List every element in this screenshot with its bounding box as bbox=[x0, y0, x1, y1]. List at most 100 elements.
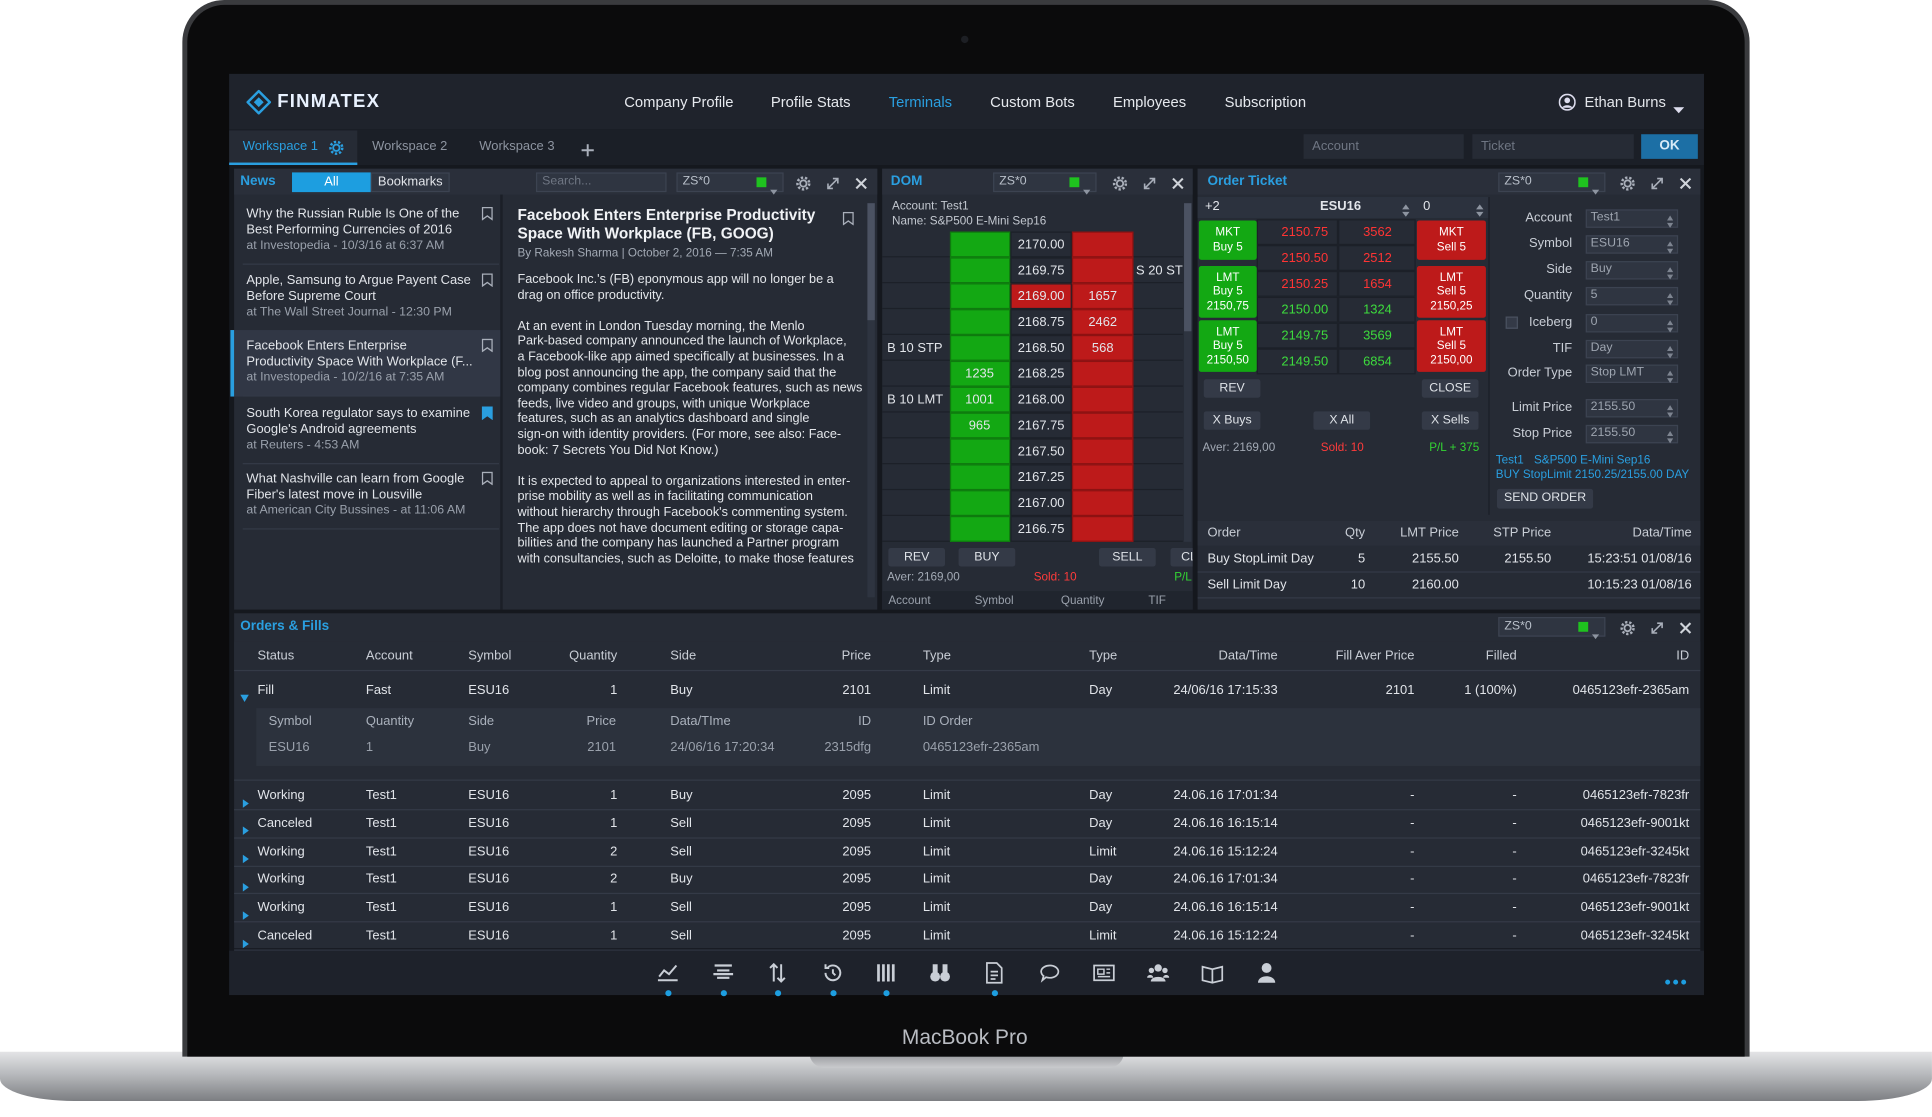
filter-all[interactable] bbox=[292, 172, 371, 193]
toolbar-icon[interactable] bbox=[1147, 962, 1170, 984]
filter-bookmarks[interactable] bbox=[370, 172, 450, 193]
ticket-button-label[interactable]: CLOSE bbox=[1429, 381, 1472, 395]
trade-button-label[interactable]: LMT bbox=[1439, 324, 1464, 339]
field-input[interactable] bbox=[1585, 208, 1679, 228]
ticket-button[interactable] bbox=[1203, 411, 1261, 430]
trade-button-label[interactable]: Sell 5 bbox=[1436, 339, 1467, 353]
ticket-button-label[interactable]: X Buys bbox=[1212, 413, 1252, 427]
trade-button[interactable] bbox=[1198, 266, 1257, 318]
trade-button-label[interactable]: Buy 5 bbox=[1212, 339, 1243, 353]
trade-button-label[interactable]: LMT bbox=[1439, 270, 1464, 285]
toolbar-icon[interactable] bbox=[875, 962, 897, 984]
toolbar-icon[interactable] bbox=[1256, 962, 1278, 984]
trade-button-label[interactable]: Buy 5 bbox=[1212, 240, 1243, 254]
dom-button-label[interactable]: REV bbox=[904, 549, 930, 564]
news-headline[interactable]: Best Performing Currencies of 2016 bbox=[246, 221, 453, 237]
trade-button[interactable] bbox=[1416, 320, 1486, 372]
toolbar-icon[interactable] bbox=[983, 962, 1005, 984]
trade-button[interactable] bbox=[1198, 220, 1257, 260]
nav-link[interactable]: Custom Bots bbox=[990, 93, 1075, 111]
trade-button[interactable] bbox=[1198, 320, 1257, 372]
toolbar-icon[interactable] bbox=[822, 962, 844, 984]
trade-button-label[interactable]: 2150,00 bbox=[1430, 353, 1473, 367]
news-headline[interactable]: What Nashville can learn from Google bbox=[246, 471, 465, 487]
trade-button-label[interactable]: LMT bbox=[1216, 270, 1240, 285]
trade-button[interactable] bbox=[1416, 266, 1486, 318]
toolbar-icon[interactable] bbox=[1039, 962, 1061, 984]
nav-link[interactable]: Employees bbox=[1112, 93, 1187, 111]
toolbar-icon[interactable] bbox=[712, 962, 734, 984]
more-menu[interactable] bbox=[1665, 969, 1687, 985]
news-headline[interactable]: Before Supreme Court bbox=[246, 288, 376, 304]
nav-link[interactable]: Subscription bbox=[1224, 93, 1307, 111]
workspace-tab[interactable]: Workspace 1 bbox=[242, 138, 318, 154]
news-headline[interactable]: Google's Android agreements bbox=[246, 421, 417, 437]
dom-button-label[interactable]: SELL bbox=[1112, 549, 1143, 564]
nav-link[interactable]: Terminals bbox=[888, 93, 953, 111]
workspace-tab[interactable]: Workspace 3 bbox=[479, 138, 555, 154]
ok-button[interactable] bbox=[1641, 134, 1698, 159]
trade-button-label[interactable]: 2150,50 bbox=[1206, 353, 1249, 367]
dom-button-label[interactable]: CL bbox=[1181, 549, 1193, 564]
news-headline[interactable]: South Korea regulator says to examine bbox=[246, 406, 471, 421]
dom-button[interactable] bbox=[1170, 548, 1193, 567]
ticket-button[interactable] bbox=[1203, 379, 1261, 398]
field-value: Test1 bbox=[1590, 210, 1621, 225]
article-line: book: 7 Secrets You Did Not Know.) bbox=[517, 443, 719, 458]
dom-button-label[interactable]: BUY bbox=[974, 549, 1000, 564]
field-input[interactable] bbox=[1585, 234, 1679, 254]
dom-button[interactable] bbox=[1099, 548, 1156, 567]
toolbar-icon[interactable] bbox=[929, 962, 951, 984]
news-headline[interactable]: Facebook Enters Enterprise bbox=[246, 338, 407, 354]
trade-button-label[interactable]: 2150,75 bbox=[1206, 299, 1249, 313]
trade-button-label[interactable]: Buy 5 bbox=[1212, 284, 1243, 299]
trade-button-label[interactable]: LMT bbox=[1216, 324, 1240, 339]
send-order-button-label[interactable]: SEND ORDER bbox=[1503, 491, 1587, 505]
ok-label[interactable]: OK bbox=[1659, 138, 1680, 154]
toolbar-icon[interactable] bbox=[766, 962, 788, 984]
toolbar-icon[interactable] bbox=[1201, 962, 1224, 984]
trade-button[interactable] bbox=[1416, 220, 1486, 260]
user-name[interactable]: Ethan Burns bbox=[1584, 93, 1666, 111]
trade-button-label[interactable]: Sell 5 bbox=[1436, 240, 1467, 254]
search-input[interactable] bbox=[535, 172, 667, 193]
news-headline[interactable]: Why the Russian Ruble Is One of the bbox=[246, 206, 460, 222]
trade-button-label[interactable]: MKT bbox=[1215, 226, 1241, 240]
active-tab[interactable] bbox=[229, 130, 358, 166]
ticket-button-label[interactable]: X All bbox=[1329, 413, 1355, 427]
dom-button[interactable] bbox=[958, 548, 1016, 567]
ticket-button-label[interactable]: X Sells bbox=[1431, 413, 1470, 427]
toolbar-icon[interactable] bbox=[657, 962, 679, 984]
ticket-button[interactable] bbox=[1421, 379, 1479, 398]
field-input[interactable] bbox=[1585, 313, 1679, 332]
ticket-input[interactable] bbox=[1472, 134, 1634, 159]
table-cell: 1 bbox=[365, 739, 374, 755]
news-headline[interactable]: Fiber's latest move in Lousville bbox=[246, 486, 423, 502]
trade-button-label[interactable]: MKT bbox=[1439, 226, 1464, 240]
field-input[interactable] bbox=[1585, 398, 1679, 417]
ticket-button-label[interactable]: REV bbox=[1219, 381, 1245, 395]
filter-label[interactable]: All bbox=[324, 174, 339, 190]
expand-arrow bbox=[240, 686, 249, 702]
account-input[interactable] bbox=[1303, 134, 1464, 159]
ticket-button[interactable] bbox=[1313, 411, 1371, 430]
field-input[interactable] bbox=[1585, 363, 1679, 383]
field-input[interactable] bbox=[1585, 424, 1679, 443]
field-input[interactable] bbox=[1585, 286, 1679, 305]
nav-link[interactable]: Company Profile bbox=[624, 93, 734, 111]
news-headline[interactable]: Apple, Samsung to Argue Payent Case bbox=[246, 273, 471, 288]
filter-label[interactable]: Bookmarks bbox=[377, 174, 443, 190]
trade-button-label[interactable]: 2150,25 bbox=[1430, 299, 1473, 313]
ticket-button[interactable] bbox=[1421, 411, 1479, 430]
field-input[interactable] bbox=[1585, 260, 1679, 279]
workspace-tab[interactable]: Workspace 2 bbox=[372, 138, 448, 154]
dom-button[interactable] bbox=[888, 548, 946, 567]
news-headline[interactable]: Productivity Space With Workplace (F... bbox=[246, 353, 473, 369]
table-cell: ESU16 bbox=[268, 739, 310, 755]
nav-link[interactable]: Profile Stats bbox=[770, 93, 851, 111]
send-order-button[interactable] bbox=[1497, 488, 1594, 509]
trade-button-label[interactable]: Sell 5 bbox=[1436, 284, 1467, 299]
toolbar-icon[interactable] bbox=[1093, 962, 1115, 984]
iceberg-checkbox[interactable] bbox=[1505, 316, 1518, 329]
field-input[interactable] bbox=[1585, 339, 1679, 358]
